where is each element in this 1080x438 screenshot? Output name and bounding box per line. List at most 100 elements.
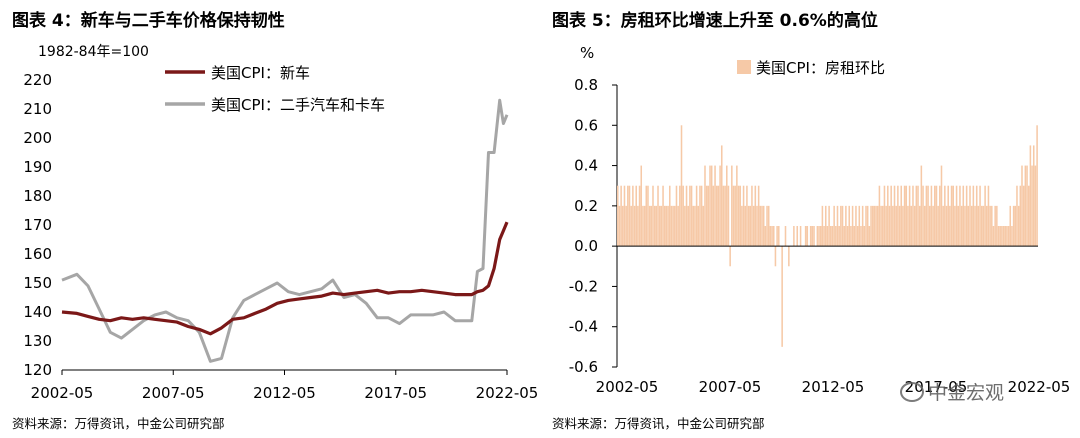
rent-bar bbox=[747, 205, 750, 247]
rent-bar bbox=[860, 226, 862, 247]
rent-bar bbox=[965, 185, 968, 247]
rent-bar bbox=[888, 205, 891, 247]
rent-bar bbox=[897, 185, 899, 247]
rent-bar bbox=[1024, 165, 1027, 247]
y-tick-label: 0.2 bbox=[574, 197, 598, 215]
rent-bar bbox=[737, 185, 740, 247]
rent-bar bbox=[1029, 145, 1032, 247]
rent-bar bbox=[865, 205, 867, 247]
y-tick-label: -0.4 bbox=[569, 318, 598, 336]
rent-bar bbox=[687, 205, 689, 247]
rent-bar bbox=[819, 226, 822, 247]
rent-bar bbox=[967, 205, 970, 247]
rent-bar bbox=[887, 185, 889, 247]
left-figure-panel: 图表 4：新车与二手车价格保持韧性 1982-84年=100 120 130 140 1… bbox=[12, 11, 539, 431]
rent-bar bbox=[749, 205, 752, 247]
rent-bar bbox=[677, 205, 679, 247]
rent-bar bbox=[620, 185, 622, 247]
rent-bar bbox=[918, 205, 921, 247]
rent-bar bbox=[828, 205, 830, 247]
rent-bar bbox=[766, 205, 768, 247]
rent-bar bbox=[843, 226, 845, 247]
rent-bar bbox=[1021, 165, 1023, 247]
rent-bar bbox=[855, 205, 857, 247]
legend-swatch bbox=[737, 60, 751, 74]
rent-bar bbox=[623, 185, 626, 247]
y-tick-label: 190 bbox=[23, 158, 52, 176]
rent-bar bbox=[643, 205, 646, 247]
rent-bar bbox=[836, 205, 839, 247]
rent-bar bbox=[866, 205, 869, 247]
rent-bar bbox=[647, 185, 649, 247]
legend-label: 美国CPI：新车 bbox=[211, 64, 310, 82]
rent-bar bbox=[692, 205, 695, 247]
rent-bar bbox=[915, 185, 918, 247]
rent-bar bbox=[1001, 226, 1003, 247]
rent-bar bbox=[635, 185, 637, 247]
rent-bar bbox=[905, 185, 908, 247]
rent-bar bbox=[778, 226, 780, 247]
rent-bar bbox=[806, 226, 809, 247]
rent-bar bbox=[986, 205, 988, 247]
rent-bar bbox=[830, 226, 832, 247]
rent-bar bbox=[1007, 226, 1010, 247]
rent-bar bbox=[871, 205, 874, 247]
rent-bar bbox=[707, 185, 710, 247]
wechat-icon bbox=[900, 381, 924, 402]
rent-bar bbox=[759, 205, 762, 247]
rent-bar bbox=[902, 205, 904, 247]
rent-bar bbox=[863, 226, 866, 247]
x-tick-label: 2022-05 bbox=[476, 384, 539, 402]
rent-bar bbox=[989, 205, 991, 247]
rent-bar bbox=[781, 246, 783, 347]
rent-bar bbox=[824, 205, 827, 247]
rent-bar bbox=[669, 185, 671, 247]
rent-bar bbox=[883, 185, 886, 247]
rent-bar bbox=[826, 226, 829, 247]
rent-bar bbox=[622, 205, 624, 247]
rent-bar bbox=[761, 205, 763, 247]
left-figure-title: 图表 4：新车与二手车价格保持韧性 bbox=[12, 11, 285, 31]
y-tick-label: -0.2 bbox=[569, 277, 598, 295]
rent-bar bbox=[739, 185, 741, 247]
rent-bar bbox=[853, 226, 856, 247]
rent-bar bbox=[949, 205, 951, 247]
rent-bar bbox=[895, 205, 897, 247]
y-tick-label: 220 bbox=[23, 71, 52, 89]
rent-bar bbox=[1002, 226, 1005, 247]
rent-bar bbox=[900, 185, 902, 247]
rent-bar bbox=[752, 205, 755, 247]
rent-bar bbox=[764, 226, 767, 247]
rent-bar bbox=[667, 205, 669, 247]
rent-bar bbox=[658, 205, 661, 247]
rent-bar bbox=[987, 185, 990, 247]
rent-bar bbox=[997, 226, 1000, 247]
rent-bar bbox=[784, 226, 787, 247]
legend-label: 美国CPI：房租环比 bbox=[756, 59, 885, 77]
rent-bar bbox=[732, 185, 735, 247]
rent-bar bbox=[957, 205, 960, 247]
rent-bar bbox=[655, 205, 658, 247]
y-tick-label: 0.6 bbox=[574, 116, 598, 134]
rent-bar bbox=[1016, 185, 1018, 247]
y-tick-label: 160 bbox=[23, 245, 52, 263]
rent-bar bbox=[942, 205, 944, 247]
rent-bar bbox=[982, 205, 985, 247]
rent-bar bbox=[660, 205, 663, 247]
rent-bar bbox=[962, 185, 965, 247]
rent-bar bbox=[870, 205, 872, 247]
rent-bar bbox=[907, 205, 909, 247]
rent-bar bbox=[974, 205, 976, 247]
rent-bar bbox=[1036, 125, 1038, 247]
rent-bar bbox=[709, 165, 711, 247]
watermark-text: 中金宏观 bbox=[928, 382, 1005, 404]
rent-bar bbox=[633, 205, 636, 247]
rent-bar bbox=[754, 185, 757, 247]
rent-bar bbox=[788, 246, 790, 267]
rent-bar bbox=[910, 205, 913, 247]
rent-bar bbox=[856, 226, 859, 247]
left-figure-source: 资料来源：万得资讯，中金公司研究部 bbox=[12, 416, 225, 431]
unit-label: % bbox=[580, 44, 594, 62]
rent-bar bbox=[991, 205, 993, 247]
rent-bar bbox=[697, 205, 700, 247]
